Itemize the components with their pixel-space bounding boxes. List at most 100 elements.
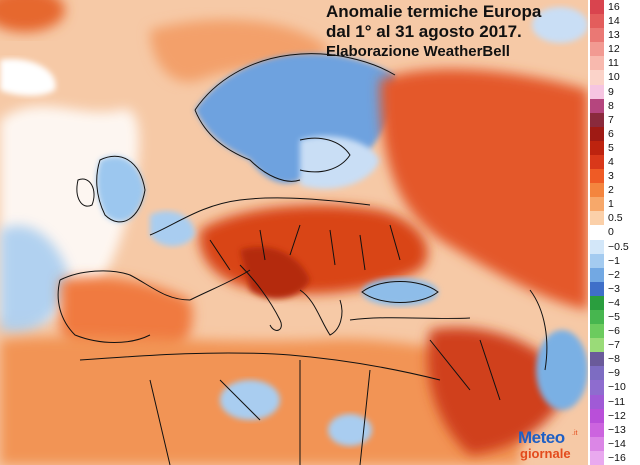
meteogiornale-logo: Meteo .it giornale: [516, 428, 588, 464]
coast-iberia-south: [57, 279, 151, 343]
legend-row: −2: [588, 267, 640, 282]
legend-swatch: [590, 394, 604, 409]
legend-label: 1: [608, 198, 614, 211]
legend-label: 0: [608, 226, 614, 239]
legend-swatch: [590, 380, 604, 395]
coast-scandinavia-north: [194, 53, 396, 111]
legend-swatch: [590, 253, 604, 268]
legend-swatch: [590, 14, 604, 29]
title-line-2: dal 1° al 31 agosto 2017.: [326, 22, 522, 41]
legend-swatch: [590, 155, 604, 170]
legend-row: 12: [588, 42, 640, 57]
legend-swatch: [590, 267, 604, 282]
legend-label: 7: [608, 113, 614, 126]
legend-row: 16: [588, 0, 640, 15]
legend-swatch: [590, 169, 604, 184]
legend-label: 9: [608, 85, 614, 98]
legend-row: 0: [588, 225, 640, 240]
very-hot-balkans: [240, 246, 310, 299]
cool-france-north: [150, 211, 195, 247]
hot-russia: [380, 69, 588, 310]
legend-label: −6: [608, 325, 620, 338]
cool-persian-gulf: [536, 330, 588, 410]
legend-swatch: [590, 140, 604, 155]
legend-label: 4: [608, 156, 614, 168]
legend-label: −3: [608, 282, 620, 295]
legend-label: −14: [608, 437, 626, 450]
legend-swatch: [590, 112, 604, 127]
legend-swatch: [590, 126, 604, 141]
legend-row: 1: [588, 197, 640, 212]
logo-suffix: .it: [572, 430, 578, 437]
coast-turkey: [349, 317, 471, 321]
legend-label: 16: [608, 1, 620, 13]
legend-row: −14: [588, 436, 640, 451]
legend-label: −11: [608, 395, 626, 408]
coast-france-south: [189, 269, 251, 301]
legend-row: 5: [588, 140, 640, 155]
legend-row: −12: [588, 408, 640, 423]
cool-finland: [300, 136, 380, 189]
coast-baltic: [299, 137, 351, 173]
legend-swatch: [590, 211, 604, 226]
legend-swatch: [590, 408, 604, 423]
legend-row: 0.5: [588, 211, 640, 226]
legend-row: −1: [588, 253, 640, 268]
legend-row: −11: [588, 394, 640, 409]
legend-swatch: [590, 98, 604, 113]
legend-swatch: [590, 28, 604, 43]
coast-greece: [299, 289, 343, 336]
legend-swatch: [590, 338, 604, 353]
legend-label: 8: [608, 99, 614, 112]
title-credit: Elaborazione WeatherBell: [326, 43, 510, 60]
legend-row: −7: [588, 338, 640, 353]
legend-swatch: [590, 183, 604, 198]
coast-caspian: [529, 289, 548, 371]
legend-row: 9: [588, 84, 640, 99]
legend-label: 2: [608, 184, 614, 197]
country-borders-africa: [149, 360, 371, 465]
legend-label: 13: [608, 29, 620, 42]
legend-row: −0.5: [588, 239, 640, 254]
cool-patch-sahara-2: [328, 414, 372, 446]
legend-label: −0.5: [608, 240, 629, 253]
legend-label: 5: [608, 141, 614, 154]
legend-row: −3: [588, 281, 640, 296]
legend-swatch: [590, 281, 604, 296]
legend-label: −7: [608, 339, 620, 352]
legend-swatch: [590, 0, 604, 15]
logo-word-meteo: Meteo: [518, 428, 565, 447]
legend-row: 7: [588, 112, 640, 127]
legend-swatch: [590, 225, 604, 240]
neutral-iceland: [0, 59, 56, 96]
legend-row: 11: [588, 56, 640, 71]
legend-swatch: [590, 352, 604, 367]
legend-row: −13: [588, 422, 640, 437]
legend-swatch: [590, 84, 604, 99]
cool-british-isles: [96, 156, 145, 222]
legend-label: −13: [608, 423, 626, 436]
legend-row: 4: [588, 155, 640, 170]
cool-atlantic: [0, 225, 70, 333]
legend-label: −5: [608, 311, 620, 323]
legend-swatch: [590, 42, 604, 57]
warm-norwegian-sea: [150, 19, 330, 82]
map-canvas: [0, 0, 588, 465]
legend-row: −6: [588, 324, 640, 339]
legend-row: 6: [588, 126, 640, 141]
legend-row: −16: [588, 450, 640, 465]
warm-patch-arctic: [0, 0, 65, 32]
legend-label: −10: [608, 381, 626, 394]
legend-swatch: [590, 310, 604, 325]
title-line-1: Anomalie termiche Europa: [326, 2, 542, 21]
coast-iberia-north: [59, 270, 191, 301]
map-title: Anomalie termiche Europa dal 1° al 31 ag…: [326, 2, 588, 62]
legend-label: −2: [608, 268, 620, 281]
legend-label: 14: [608, 15, 620, 28]
temperature-anomaly-map: Anomalie termiche Europa dal 1° al 31 ag…: [0, 0, 588, 465]
coast-britain: [96, 155, 146, 223]
legend-label: −12: [608, 409, 626, 422]
legend-swatch: [590, 324, 604, 339]
legend-swatch: [590, 56, 604, 71]
coast-north-africa: [79, 352, 441, 381]
